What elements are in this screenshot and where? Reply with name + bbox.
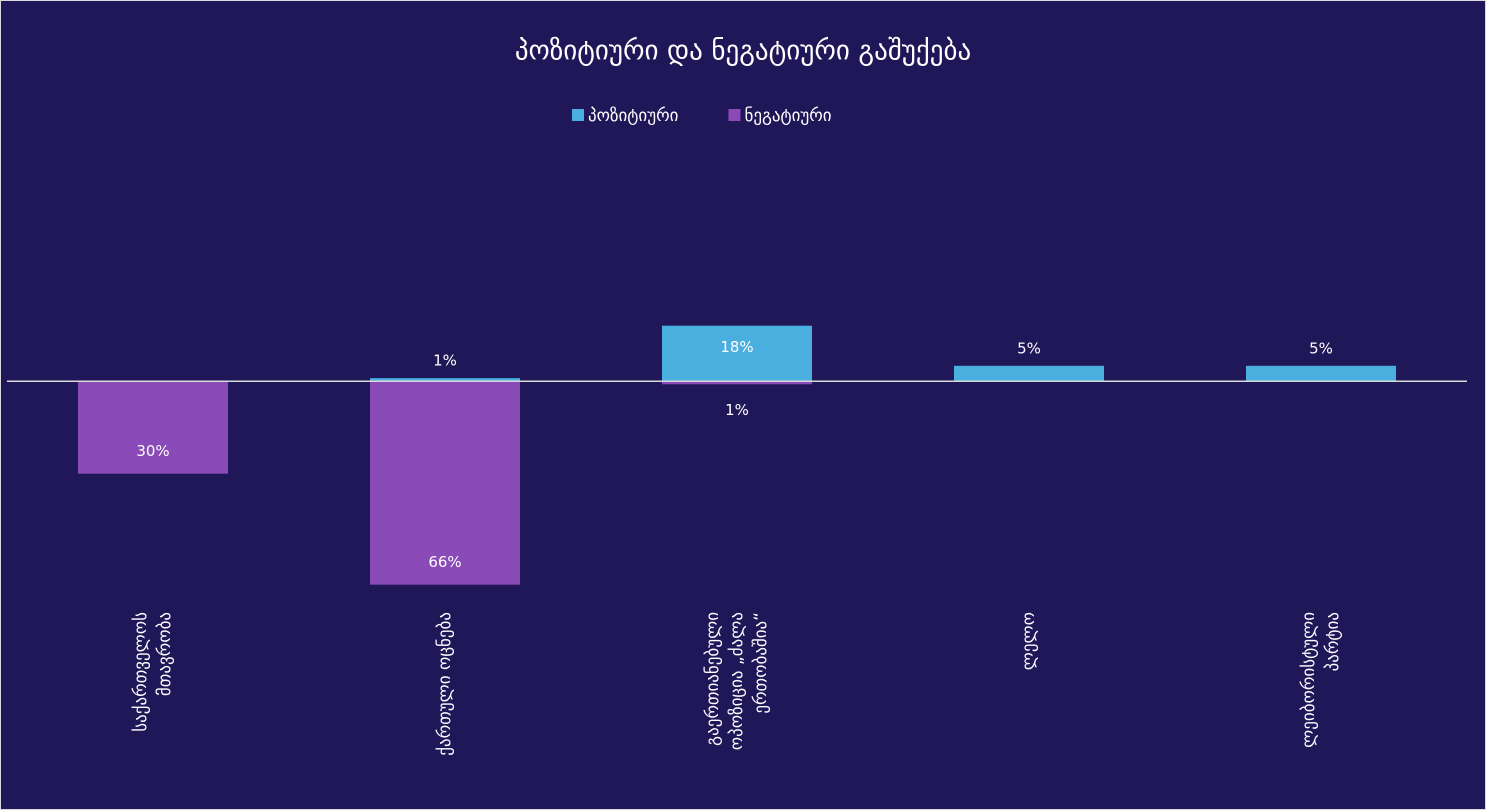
- bar: [370, 378, 520, 382]
- legend-swatch: [572, 109, 584, 121]
- bar: [662, 381, 812, 385]
- value-label: 66%: [428, 553, 461, 571]
- x-tick-label: ლელო: [1019, 612, 1039, 670]
- value-label: 5%: [1309, 339, 1333, 357]
- value-label: 1%: [433, 352, 457, 370]
- bar: [1246, 365, 1396, 382]
- value-label: 5%: [1017, 339, 1041, 357]
- value-label: 18%: [720, 338, 753, 356]
- x-tick-label: საქართველოს მთავრობა: [131, 612, 175, 732]
- x-tick-label: გაერთიანებული ოპოზიცია „ძალა ერთობაშია“: [703, 612, 771, 750]
- bar: [78, 381, 228, 474]
- legend-label: ნეგატიური: [744, 106, 831, 126]
- legend-swatch: [728, 109, 741, 121]
- bar: [662, 325, 812, 382]
- bar: [954, 365, 1104, 382]
- bar: [370, 381, 520, 585]
- chart-title: პოზიტიური და ნეგატიური გაშუქება: [515, 36, 971, 67]
- value-label: 1%: [725, 401, 749, 419]
- x-tick-label: ლეიბორისტული პარტია: [1299, 612, 1343, 748]
- x-tick-label: ქართული ოცნება: [435, 612, 455, 756]
- value-label: 30%: [136, 442, 169, 460]
- legend-label: პოზიტიური: [588, 106, 678, 126]
